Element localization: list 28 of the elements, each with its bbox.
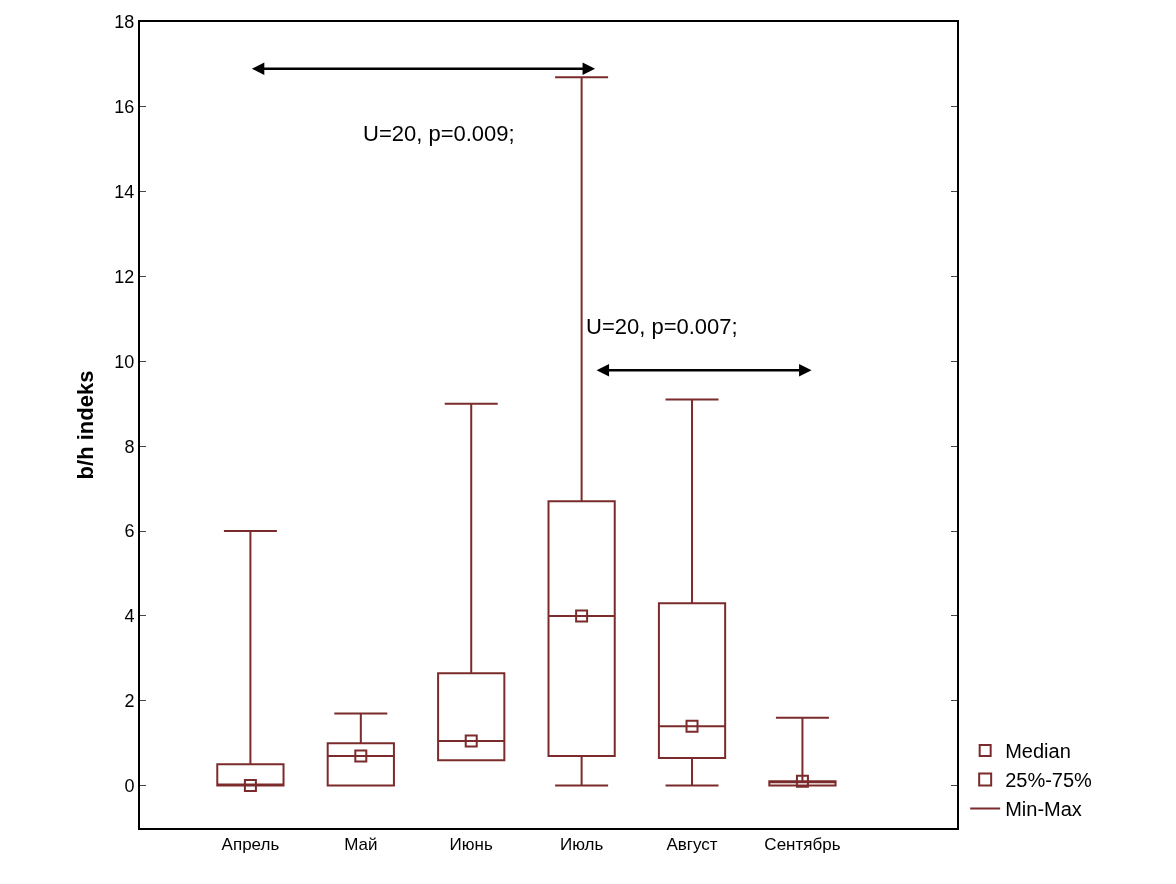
- x-tick-label: Июль: [559, 835, 604, 855]
- y-tick-label: 0: [124, 775, 135, 796]
- point: [243, 779, 257, 793]
- y-tick-label: 16: [114, 97, 135, 118]
- x-tick-label: Август: [666, 835, 718, 855]
- point: [464, 734, 478, 748]
- x-tick-label: Май: [344, 835, 378, 855]
- point: [575, 609, 589, 623]
- text: Min-Max: [1005, 798, 1082, 821]
- y-tick-label: 8: [124, 436, 135, 457]
- annotation: U=20, p=0.007;: [586, 314, 738, 339]
- y-tick-label: 4: [124, 606, 135, 627]
- y-tick-label: 6: [124, 521, 135, 542]
- point: [354, 749, 368, 763]
- point: [685, 719, 699, 733]
- legend-label: 25%-75%: [1005, 769, 1093, 792]
- x-tick-label: Июнь: [449, 835, 493, 855]
- y-tick-label: 10: [114, 351, 135, 372]
- y-axis-title: b/h indeks: [72, 370, 98, 480]
- x-tick-label: Сентябрь: [764, 835, 841, 855]
- y-tick-label: 12: [114, 266, 135, 287]
- y-tick-label: 2: [124, 691, 135, 712]
- legend-label: Median: [1005, 740, 1071, 763]
- y-tick-label: 14: [114, 181, 135, 202]
- point: [795, 774, 809, 788]
- y-tick-label: 18: [114, 12, 135, 33]
- x-tick-label: Апрель: [221, 835, 280, 855]
- annotation: U=20, p=0.009;: [363, 121, 515, 146]
